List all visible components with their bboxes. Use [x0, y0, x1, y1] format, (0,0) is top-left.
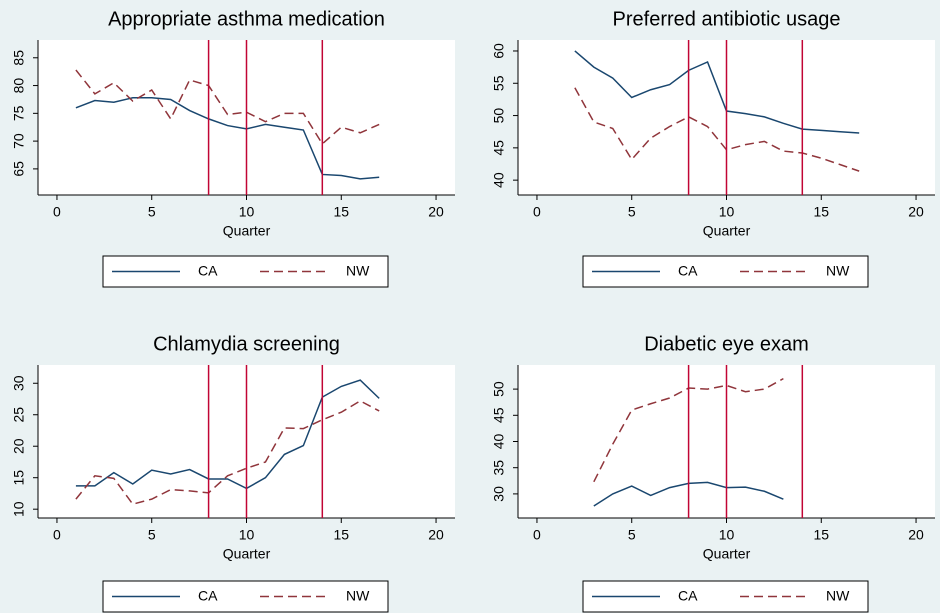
x-tick-label: 10	[239, 527, 255, 543]
y-tick-label: 40	[491, 434, 507, 450]
x-axis-label: Quarter	[223, 546, 271, 562]
x-tick-label: 5	[628, 204, 636, 220]
y-tick-label: 45	[491, 407, 507, 423]
x-tick-label: 0	[53, 527, 61, 543]
x-tick-label: 0	[53, 204, 61, 220]
y-tick-label: 70	[11, 133, 27, 149]
legend-label: NW	[826, 263, 850, 279]
y-tick-label: 40	[491, 172, 507, 188]
x-tick-label: 20	[908, 527, 924, 543]
chart-title: Chlamydia screening	[153, 333, 340, 355]
y-tick-label: 15	[11, 470, 27, 486]
y-tick-label: 10	[11, 501, 27, 517]
y-tick-label: 60	[491, 43, 507, 59]
y-tick-label: 50	[491, 108, 507, 124]
series-line	[75, 379, 380, 490]
chart-title: Appropriate asthma medication	[108, 8, 385, 30]
x-tick-label: 10	[719, 204, 735, 220]
y-tick-label: 20	[11, 438, 27, 454]
x-tick-label: 5	[628, 527, 636, 543]
y-tick-label: 45	[491, 140, 507, 156]
x-tick-label: 5	[148, 527, 156, 543]
y-tick-label: 55	[491, 75, 507, 91]
y-tick-label: 30	[491, 486, 507, 502]
x-tick-label: 10	[719, 527, 735, 543]
y-tick-label: 50	[491, 381, 507, 397]
x-tick-label: 20	[428, 527, 444, 543]
y-tick-label: 25	[11, 407, 27, 423]
y-tick-label: 75	[11, 105, 27, 121]
x-tick-label: 15	[333, 527, 349, 543]
x-tick-label: 0	[533, 527, 541, 543]
chart-title: Preferred antibiotic usage	[613, 8, 841, 30]
x-tick-label: 15	[333, 204, 349, 220]
x-tick-label: 0	[533, 204, 541, 220]
series-line	[574, 87, 860, 172]
y-tick-label: 35	[491, 460, 507, 476]
x-tick-label: 5	[148, 204, 156, 220]
legend-label: CA	[678, 263, 698, 279]
series-line	[574, 50, 860, 134]
x-tick-label: 15	[813, 527, 829, 543]
x-axis-label: Quarter	[703, 223, 751, 239]
x-axis-label: Quarter	[703, 546, 751, 562]
x-tick-label: 10	[239, 204, 255, 220]
chart-title: Diabetic eye exam	[644, 333, 809, 355]
series-line	[75, 69, 380, 146]
legend-label: NW	[346, 588, 370, 604]
legend-label: NW	[826, 588, 850, 604]
y-tick-label: 65	[11, 161, 27, 177]
legend-label: NW	[346, 263, 370, 279]
y-tick-label: 30	[11, 375, 27, 391]
x-tick-label: 15	[813, 204, 829, 220]
x-tick-label: 20	[908, 204, 924, 220]
y-tick-label: 80	[11, 78, 27, 94]
series-line	[75, 97, 380, 180]
legend-label: CA	[198, 263, 218, 279]
series-line	[75, 400, 380, 506]
legend-label: CA	[198, 588, 218, 604]
y-tick-label: 85	[11, 50, 27, 66]
x-tick-label: 20	[428, 204, 444, 220]
x-axis-label: Quarter	[223, 223, 271, 239]
legend-label: CA	[678, 588, 698, 604]
